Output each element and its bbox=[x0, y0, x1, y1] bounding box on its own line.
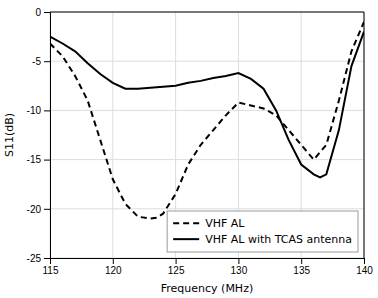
tick-mark bbox=[44, 61, 50, 62]
grid-line bbox=[50, 61, 364, 62]
tick: 0 bbox=[35, 7, 50, 18]
tick: -5 bbox=[32, 56, 50, 67]
tick: 115 bbox=[43, 258, 59, 276]
grid bbox=[50, 12, 364, 258]
grid-line bbox=[364, 12, 365, 258]
grid-line bbox=[50, 110, 364, 111]
tick-label: -10 bbox=[27, 105, 42, 116]
x-axis: 115 120 125 130 135 140 bbox=[43, 258, 374, 276]
legend-label: VHF AL bbox=[205, 217, 245, 230]
tick-label: -5 bbox=[32, 56, 41, 67]
tick-label: 130 bbox=[231, 265, 248, 276]
chart: 1151201251301351400-5-10-15-20-25VHF ALV… bbox=[0, 0, 378, 298]
legend-box bbox=[167, 211, 358, 252]
y-axis-title: S11(dB) bbox=[3, 113, 16, 157]
frame bbox=[364, 12, 365, 258]
tick: -20 bbox=[27, 204, 50, 215]
tick-label: 135 bbox=[293, 265, 310, 276]
tick-mark bbox=[44, 209, 50, 210]
tick-mark bbox=[44, 12, 50, 13]
tick-label: 140 bbox=[356, 265, 373, 276]
legend: VHF AL VHF AL with TCAS antenna bbox=[167, 211, 358, 252]
legend-swatch bbox=[173, 222, 199, 224]
grid-line bbox=[112, 12, 113, 258]
tick: 140 bbox=[356, 258, 373, 276]
x-axis-title: Frequency (MHz) bbox=[161, 282, 253, 295]
tick-label: 115 bbox=[43, 265, 59, 276]
y-axis: 0 -5 -10 -15 -20 -25 bbox=[27, 7, 51, 264]
line bbox=[50, 32, 364, 178]
legend-item: VHF AL bbox=[173, 217, 245, 230]
tick: 125 bbox=[168, 258, 185, 276]
tick-label: 0 bbox=[35, 7, 41, 18]
tick: 130 bbox=[231, 258, 248, 276]
tick: 120 bbox=[105, 258, 122, 276]
grid-line bbox=[50, 159, 364, 160]
tick-label: 125 bbox=[168, 265, 185, 276]
tick-label: -15 bbox=[27, 154, 42, 165]
tick: -10 bbox=[27, 105, 50, 116]
tick-mark bbox=[176, 258, 177, 264]
tick: -25 bbox=[27, 253, 50, 264]
tick-mark bbox=[44, 258, 50, 259]
tick-mark bbox=[301, 258, 302, 264]
legend-item: VHF AL with TCAS antenna bbox=[173, 233, 352, 246]
lines bbox=[50, 22, 364, 219]
tick-label: -20 bbox=[27, 204, 42, 215]
tick-label: -25 bbox=[27, 253, 42, 264]
tick: 135 bbox=[293, 258, 310, 276]
tick-mark bbox=[238, 258, 239, 264]
y-axis-line bbox=[44, 13, 51, 259]
tick-mark bbox=[44, 110, 50, 111]
tick-mark bbox=[113, 258, 114, 264]
grid-line bbox=[50, 12, 364, 13]
frame bbox=[50, 12, 364, 13]
line bbox=[50, 22, 364, 219]
tick-mark bbox=[364, 258, 365, 264]
plot: 1151201251301351400-5-10-15-20-25VHF ALV… bbox=[27, 7, 374, 276]
tick-label: 120 bbox=[105, 265, 122, 276]
tick-mark bbox=[44, 160, 50, 161]
legend-swatch bbox=[173, 238, 199, 240]
tick: -15 bbox=[27, 154, 50, 165]
x-axis-line bbox=[51, 259, 365, 265]
grid-line bbox=[50, 208, 364, 209]
legend-label: VHF AL with TCAS antenna bbox=[205, 233, 352, 246]
